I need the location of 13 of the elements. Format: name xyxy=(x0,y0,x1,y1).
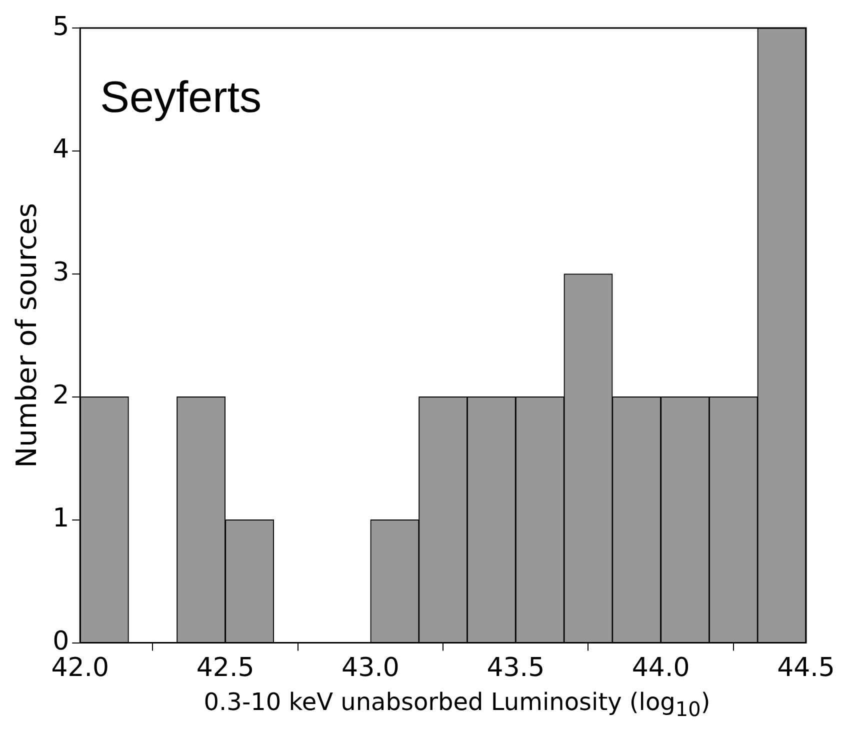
y-axis-title: Number of sources xyxy=(10,202,44,468)
x-axis-title: 0.3-10 keV unabsorbed Luminosity (log$_{10}$) xyxy=(202,688,712,721)
y-tick-label: 4 xyxy=(52,134,70,165)
x-tick-label: 44.0 xyxy=(632,653,690,684)
x-tick-label: 42.5 xyxy=(196,653,254,684)
y-tick-label: 2 xyxy=(52,380,70,411)
x-tick-label: 43.0 xyxy=(342,653,400,684)
annotation: Seyferts xyxy=(100,73,262,122)
x-tick-label: 43.5 xyxy=(486,653,545,684)
x-tick-label: 44.5 xyxy=(777,653,835,684)
y-tick-label: 5 xyxy=(52,12,70,42)
y-tick-label: 1 xyxy=(52,504,70,534)
y-tick-label: 3 xyxy=(52,258,70,288)
